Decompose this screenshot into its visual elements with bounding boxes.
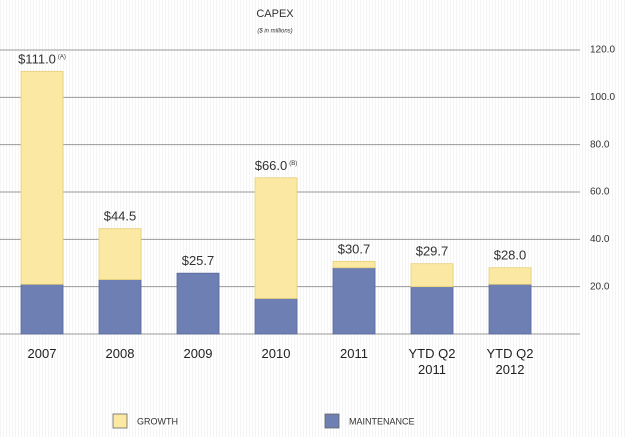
- y-tick-label: 100.0: [590, 92, 615, 103]
- total-value-label: $30.7: [338, 242, 371, 257]
- x-tick-label: 2010: [261, 346, 291, 361]
- bar-segment: [488, 267, 532, 285]
- total-value-label: $29.7: [416, 244, 449, 259]
- total-note: (B): [289, 160, 297, 166]
- bar-segment: [98, 228, 142, 280]
- chart-subtitle: ($ in millions): [257, 29, 292, 35]
- y-tick-label: 20.0: [590, 281, 610, 292]
- x-tick-label: 2009: [183, 346, 213, 361]
- legend-swatch: [324, 413, 340, 429]
- bar-segment: [20, 283, 64, 335]
- x-tick-label: YTD Q2 2011: [408, 346, 456, 377]
- x-tick-label: 2011: [340, 346, 368, 361]
- x-tick-label: 2007: [27, 346, 57, 361]
- bar-segment: [410, 286, 454, 335]
- bar-segment: [254, 177, 298, 299]
- legend-label: GROWTH: [137, 416, 178, 426]
- bar-segment: [488, 283, 532, 335]
- y-tick-label: 120.0: [590, 45, 615, 56]
- total-value-label: $66.0: [255, 158, 288, 173]
- total-label: $66.0 (B): [255, 158, 298, 173]
- total-value-label: $25.7: [182, 254, 215, 269]
- legend-swatch: [112, 413, 128, 429]
- bar-segment: [98, 279, 142, 335]
- total-value-label: $44.5: [104, 209, 137, 224]
- bar-segment: [176, 272, 220, 335]
- chart-title: CAPEX: [256, 8, 294, 20]
- total-label: $111.0 (A): [18, 52, 66, 67]
- total-note: (A): [58, 54, 66, 60]
- y-tick-label: 40.0: [590, 234, 610, 245]
- x-tick-label: 2008: [105, 346, 135, 361]
- bar-segment: [332, 260, 376, 269]
- bar-segment: [410, 263, 454, 288]
- y-tick-label: 80.0: [590, 139, 610, 150]
- total-label: $30.7: [338, 242, 371, 257]
- total-value-label: $111.0: [18, 52, 56, 67]
- total-label: $29.7: [416, 244, 449, 259]
- bar-segment: [254, 298, 298, 335]
- bar-segment: [332, 267, 376, 335]
- bar-segment: [20, 70, 64, 285]
- total-label: $28.0: [494, 248, 527, 263]
- legend-label: MAINTENANCE: [349, 416, 415, 426]
- y-tick-label: 60.0: [590, 187, 610, 198]
- total-label: $44.5: [104, 209, 137, 224]
- total-value-label: $28.0: [494, 248, 527, 263]
- x-tick-label: YTD Q2 2012: [486, 346, 534, 377]
- total-label: $25.7: [182, 254, 215, 269]
